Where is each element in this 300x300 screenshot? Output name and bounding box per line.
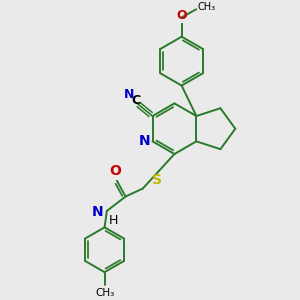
Text: N: N [124,88,134,101]
Text: N: N [139,134,150,148]
Text: O: O [176,9,187,22]
Text: N: N [92,206,103,219]
Text: CH₃: CH₃ [197,2,216,12]
Text: O: O [110,164,122,178]
Text: C: C [131,94,140,107]
Text: S: S [152,173,162,187]
Text: CH₃: CH₃ [95,288,114,298]
Text: H: H [108,214,118,227]
